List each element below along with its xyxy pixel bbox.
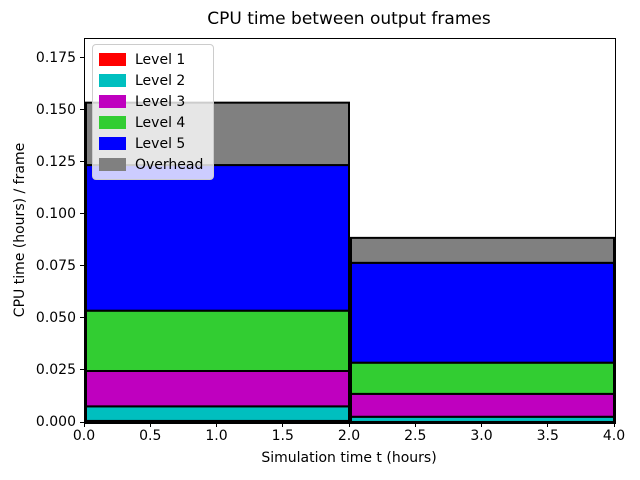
- legend-label: Overhead: [135, 156, 204, 173]
- legend-entry-level-3: Level 3: [99, 91, 203, 112]
- plot-area: Level 1 Level 2 Level 3 Level 4 Level 5 Overh…: [84, 38, 616, 424]
- x-axis-label: Simulation time t (hours): [261, 450, 437, 466]
- x-tick-label: 1.5: [271, 428, 294, 444]
- legend-label: Level 3: [135, 93, 186, 110]
- bar1-segment-level-4: [85, 309, 350, 372]
- x-tick-mark: [216, 423, 217, 427]
- y-axis-label: CPU time (hours) / frame: [12, 142, 28, 318]
- y-tick-mark: [80, 109, 84, 111]
- x-tick-label: 3.0: [470, 428, 493, 444]
- x-tick-mark: [348, 423, 350, 427]
- bar2-segment-level-4: [350, 361, 615, 395]
- x-tick-mark: [282, 423, 284, 427]
- legend-label: Level 1: [135, 51, 186, 68]
- y-tick-label: 0.125: [35, 153, 76, 170]
- x-tick-label: 0.5: [139, 428, 162, 444]
- y-tick-label: 0.050: [35, 309, 76, 326]
- x-tick-label: 2.5: [404, 428, 427, 444]
- bar1-segment-level-5: [85, 164, 350, 312]
- x-tick-label: 4.0: [602, 428, 626, 444]
- x-tick-mark: [149, 423, 151, 427]
- legend-swatch: [99, 95, 126, 108]
- x-tick-mark: [83, 423, 85, 427]
- bar1-segment-level-3: [85, 369, 350, 408]
- legend-swatch: [99, 74, 126, 87]
- x-tick-label: 1.0: [205, 428, 228, 444]
- y-tick-label: 0.025: [35, 361, 76, 378]
- y-tick-label: 0.075: [35, 257, 76, 274]
- bar2-segment-overhead: [350, 236, 615, 264]
- y-tick-mark: [80, 421, 84, 423]
- y-tick-label: 0.000: [35, 414, 76, 430]
- x-tick-label: 2.0: [337, 428, 361, 444]
- legend-label: Level 4: [135, 114, 186, 131]
- y-tick-mark: [80, 369, 84, 371]
- legend-entry-level-2: Level 2: [99, 70, 203, 91]
- legend-entry-level-5: Level 5: [99, 133, 203, 154]
- bar1-segment-level-2: [85, 405, 350, 422]
- legend-swatch: [99, 53, 126, 66]
- legend-label: Level 2: [135, 72, 186, 89]
- chart-title: CPU time between output frames: [207, 9, 491, 29]
- y-tick-mark: [80, 213, 84, 215]
- x-tick-label: 3.5: [536, 428, 559, 444]
- legend-entry-overhead: Overhead: [99, 154, 203, 175]
- bar2-segment-level-5: [350, 261, 615, 364]
- x-tick-mark: [481, 423, 482, 427]
- y-tick-mark: [80, 265, 84, 267]
- y-tick-label: 0.100: [35, 205, 76, 222]
- legend-swatch: [99, 116, 126, 129]
- legend: Level 1 Level 2 Level 3 Level 4 Level 5 Overh…: [92, 44, 215, 180]
- y-tick-mark: [80, 317, 84, 319]
- bar2-segment-level-3: [350, 392, 615, 418]
- x-tick-mark: [414, 423, 416, 427]
- legend-entry-level-1: Level 1: [99, 49, 203, 70]
- y-tick-label: 0.175: [35, 49, 76, 66]
- y-tick-mark: [80, 161, 84, 163]
- y-tick-mark: [80, 57, 84, 59]
- legend-label: Level 5: [135, 135, 186, 152]
- legend-swatch: [99, 158, 126, 171]
- y-tick-label: 0.150: [35, 101, 76, 118]
- x-tick-mark: [613, 423, 615, 427]
- legend-swatch: [99, 137, 126, 150]
- x-tick-label: 0.0: [72, 428, 96, 444]
- x-tick-mark: [547, 423, 549, 427]
- legend-entry-level-4: Level 4: [99, 112, 203, 133]
